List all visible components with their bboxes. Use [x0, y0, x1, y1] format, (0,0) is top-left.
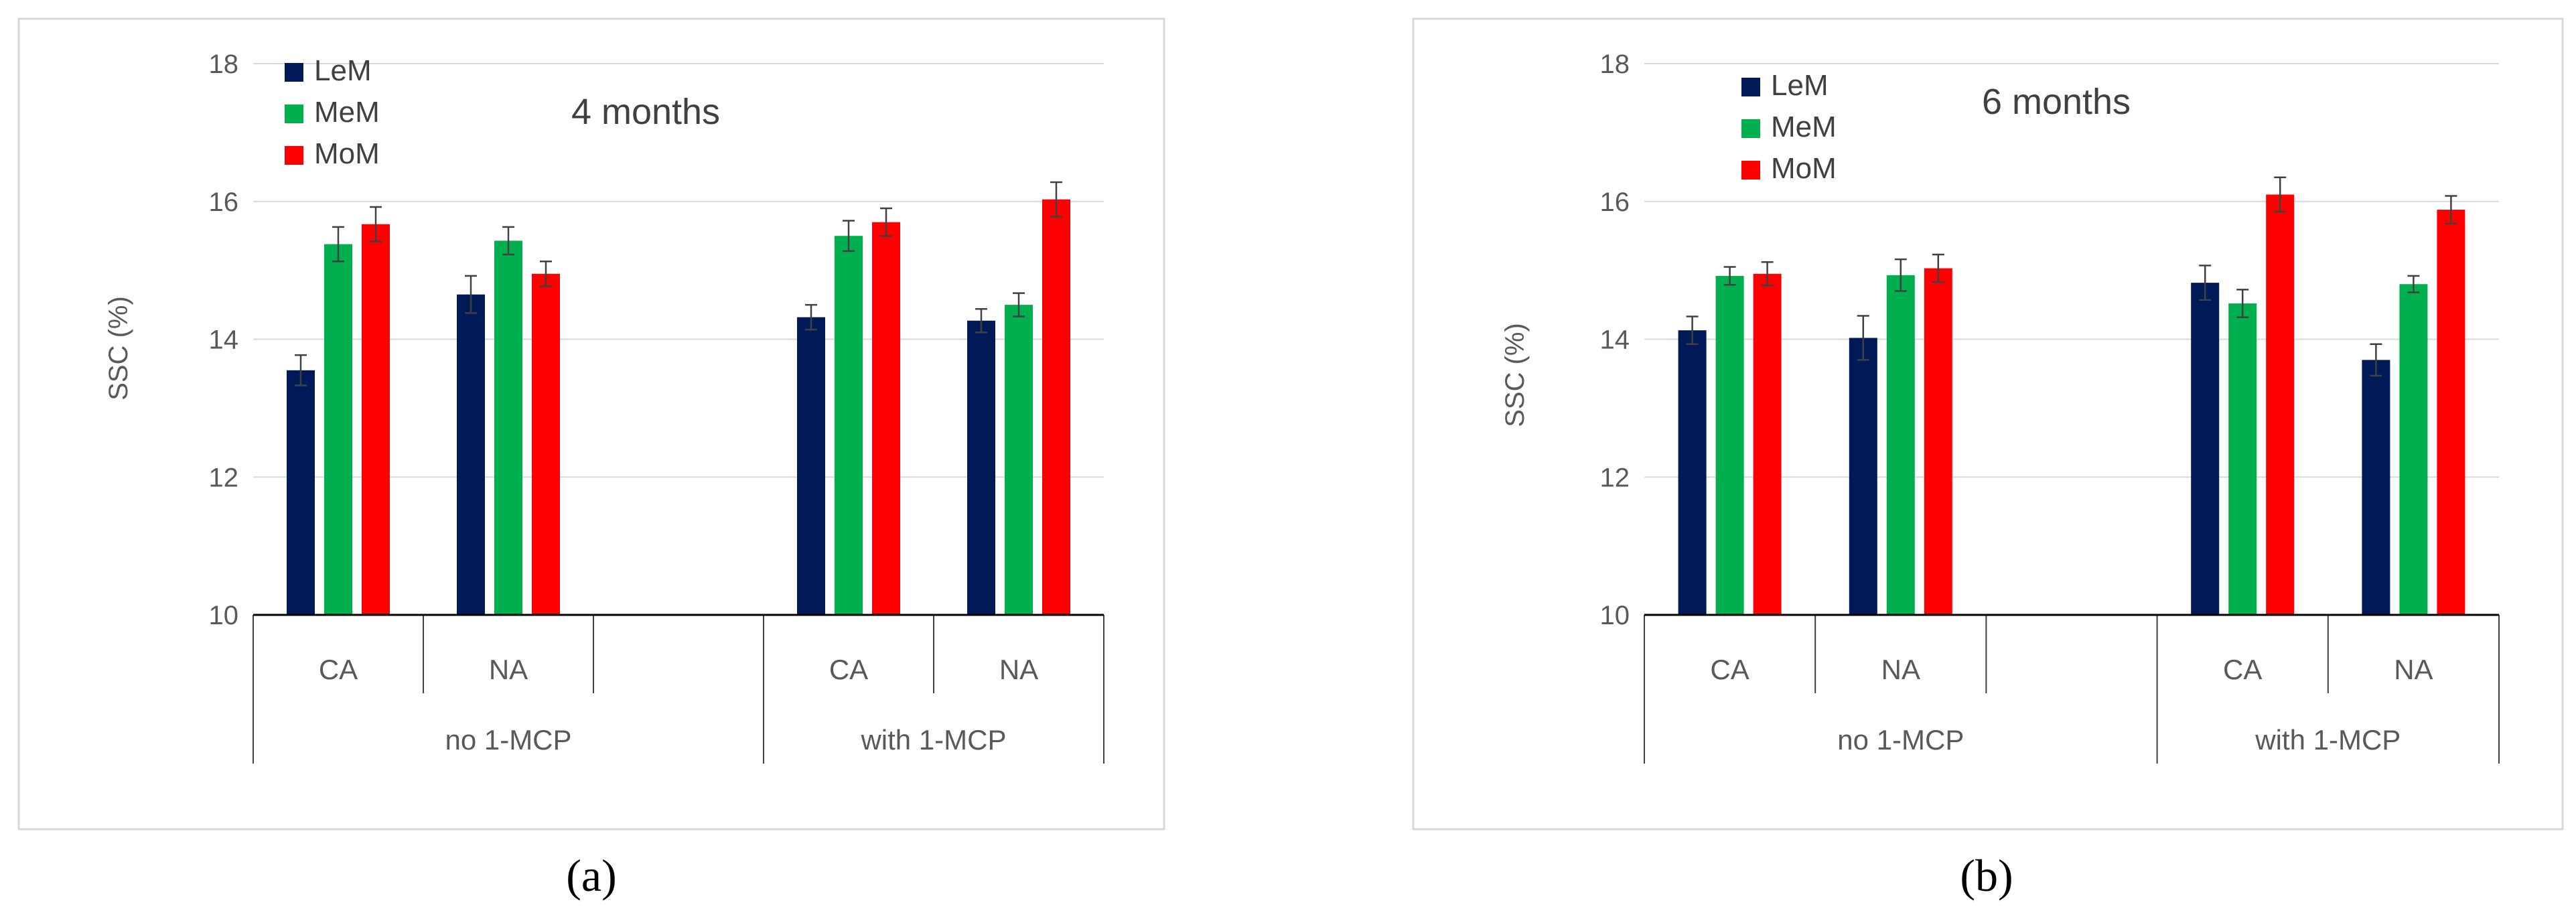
bar-mom [1042, 199, 1070, 615]
bar-lem [967, 320, 995, 615]
bar-mem [1886, 275, 1915, 615]
x-category-label: CA [2223, 654, 2262, 685]
y-tick-label: 18 [209, 50, 239, 79]
legend-swatch-lem [285, 63, 303, 82]
bar-lem [797, 317, 825, 615]
bar-mem [1715, 275, 1744, 615]
y-tick-label: 10 [1600, 601, 1630, 630]
bar-lem [287, 370, 315, 615]
legend-swatch-lem [1741, 78, 1760, 96]
bar-mem [1005, 305, 1033, 615]
y-tick-label: 18 [1600, 50, 1630, 79]
x-category-label: CA [319, 654, 358, 685]
bar-mom [362, 224, 390, 616]
x-category-label: NA [2394, 654, 2433, 685]
bar-mem [324, 244, 352, 616]
legend-swatch-mom [285, 146, 303, 165]
y-axis-label: SSC (%) [104, 296, 133, 401]
y-tick-label: 12 [209, 463, 239, 492]
legend-label: LeM [314, 54, 372, 87]
legend-swatch-mom [1741, 161, 1760, 180]
bar-lem [1678, 330, 1707, 615]
bar-lem [1849, 338, 1877, 615]
legend-label: LeM [1771, 69, 1829, 102]
x-group-label: no 1-MCP [1837, 724, 1964, 756]
chart-panel-a: SSC (%) 4 months (a) 10 12 14 16 18 CA NA CA NA n… [17, 17, 1165, 901]
chart-title: 6 months [1982, 82, 2131, 122]
y-tick-label: 16 [1600, 188, 1630, 217]
bar-lem [457, 294, 485, 615]
panel-label: (a) [566, 850, 616, 901]
chart-frame [1412, 17, 2564, 831]
bar-mem [494, 240, 522, 615]
bar-mem [2399, 284, 2428, 615]
bar-mom [2266, 194, 2295, 615]
y-tick-label: 14 [1600, 326, 1630, 355]
y-tick-label: 12 [1600, 463, 1630, 492]
x-group-label: no 1-MCP [445, 724, 571, 756]
x-category-label: CA [1710, 654, 1749, 685]
y-axis-label: SSC (%) [1500, 323, 1530, 427]
panel-label: (b) [1960, 850, 2013, 901]
x-group-label: with 1-MCP [2255, 724, 2401, 756]
bar-mem [835, 236, 863, 615]
bar-mom [1753, 273, 1782, 615]
legend-swatch-mem [1741, 119, 1760, 138]
chart-panel-b: SSC (%) 6 months (b) 10 12 14 16 18 CA NA CA NA n… [1412, 17, 2564, 901]
bar-lem [2362, 360, 2390, 615]
x-category-label: NA [1881, 654, 1920, 685]
y-tick-label: 10 [209, 601, 239, 630]
y-tick-label: 14 [209, 326, 239, 355]
bar-mom [1924, 268, 1952, 615]
legend-label: MoM [314, 137, 380, 170]
x-category-label: NA [489, 654, 528, 685]
x-category-label: NA [999, 654, 1038, 685]
legend-label: MeM [314, 96, 380, 129]
bar-mom [872, 222, 900, 615]
legend-label: MeM [1771, 111, 1837, 143]
x-group-label: with 1-MCP [860, 724, 1006, 756]
bar-mom [2437, 210, 2465, 616]
chart-title: 4 months [571, 92, 720, 132]
bar-mem [2228, 303, 2257, 615]
x-category-label: CA [829, 654, 868, 685]
y-tick-label: 16 [209, 188, 239, 217]
bar-mom [532, 273, 560, 615]
legend-label: MoM [1771, 152, 1837, 185]
legend-swatch-mem [285, 104, 303, 123]
bar-lem [2191, 283, 2220, 615]
